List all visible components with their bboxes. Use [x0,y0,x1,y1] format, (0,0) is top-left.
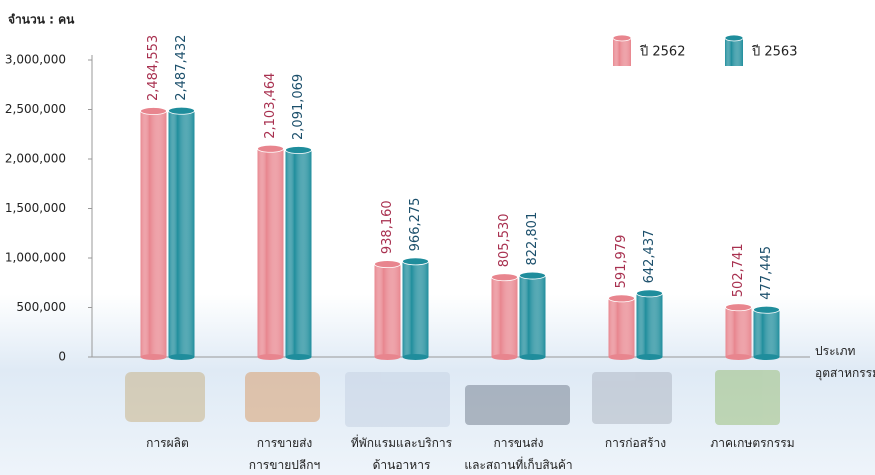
bar-shade [402,261,429,357]
value-label: 477,445 [759,246,774,300]
y-axis-label: จำนวน : คน [8,13,75,27]
x-tick-label: ภาคเกษตรกรรม [710,436,795,450]
legend-label: ปี 2563 [751,44,797,60]
bar-top [140,107,167,115]
bar-base [753,354,780,360]
y-tick-label: 1,000,000 [5,251,66,265]
bar-top [491,273,518,282]
legend-label: ปี 2562 [639,44,685,60]
value-label: 642,437 [642,230,657,284]
bar-top [725,303,752,312]
x-tick-label: การผลิต [146,436,189,450]
value-label: 2,484,553 [146,35,161,101]
bar-base [636,354,663,360]
x-tick-label: การก่อสร้าง [604,436,667,450]
value-label: 805,530 [497,213,512,267]
bar-top [285,146,312,154]
y-tick-label: 0 [58,350,66,364]
y-tick-label: 2,000,000 [5,152,66,166]
bar-shade [608,298,635,357]
x-axis-label: ประเภท อุตสาหกรรม [815,344,875,380]
y-tick-label: 3,000,000 [5,53,66,67]
x-tick-label: การขนส่ง และสถานที่เก็บสินค้า [464,436,573,472]
bar-base [168,354,195,360]
bar-top [168,106,195,115]
bar-base [491,354,518,360]
bar-top [519,271,546,280]
value-label: 2,103,464 [263,73,278,139]
value-label: 502,741 [731,243,746,297]
bar-top [402,257,429,266]
bar-base [608,354,635,360]
y-tick-label: 1,500,000 [5,201,66,215]
icons [125,370,780,427]
legend-swatch-top [612,34,632,42]
bar-shade [491,277,518,357]
bar-top [636,289,663,298]
bar-shade [257,148,284,357]
bar-base [402,354,429,360]
value-label: 938,160 [380,200,395,254]
value-label: 2,091,069 [291,74,306,140]
y-tick-label: 500,000 [16,300,66,314]
x-tick-label: ที่พักแรมและบริการ ด้านอาหาร [350,436,453,472]
legend-swatch-shade [613,38,631,66]
bar-shade [519,275,546,357]
legend-swatch-shade [725,38,743,66]
value-label: 591,979 [614,235,629,289]
bar-base [374,354,401,360]
bar-base [285,354,312,360]
bar-shade [374,264,401,357]
value-label: 966,275 [408,198,423,252]
bar-top [257,144,284,153]
bar-top [374,260,401,269]
legend-swatch-top [724,34,744,42]
value-label: 822,801 [525,212,540,266]
bar-top [753,305,780,314]
bar-shade [753,309,780,357]
value-label: 2,487,432 [174,35,189,101]
bar-base [725,354,752,360]
bar-top [608,294,635,303]
bar-shade [285,149,312,357]
bar-shade [140,111,167,357]
bar-base [140,354,167,360]
bar-shade [636,293,663,357]
bar-shade [725,307,752,357]
bar-base [257,354,284,360]
bar-base [519,354,546,360]
x-tick-label: การขายส่ง การขายปลีกฯ [248,436,321,472]
bar-shade [168,110,195,357]
y-tick-label: 2,500,000 [5,102,66,116]
